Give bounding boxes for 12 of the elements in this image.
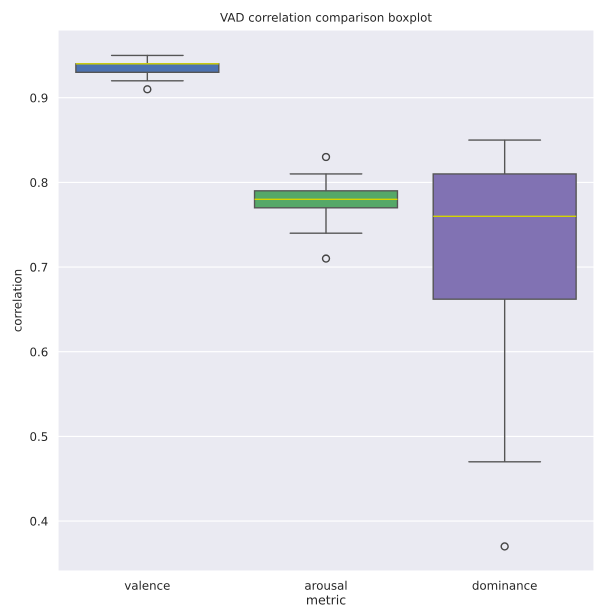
y-tick-label: 0.6 (30, 347, 48, 356)
chart-title: VAD correlation comparison boxplot (220, 12, 432, 24)
y-tick-label: 0.5 (30, 432, 48, 442)
x-tick-label: valence (124, 580, 170, 590)
y-axis-title: correlation (12, 270, 22, 332)
y-tick-label: 0.4 (30, 516, 48, 526)
x-axis-title: metric (307, 594, 346, 605)
x-tick-label: dominance (472, 580, 537, 590)
y-tick-label: 0.8 (30, 178, 48, 188)
y-tick-label: 0.7 (30, 262, 48, 272)
x-tick-label: arousal (305, 580, 346, 590)
y-tick-label: 0.9 (30, 93, 48, 102)
